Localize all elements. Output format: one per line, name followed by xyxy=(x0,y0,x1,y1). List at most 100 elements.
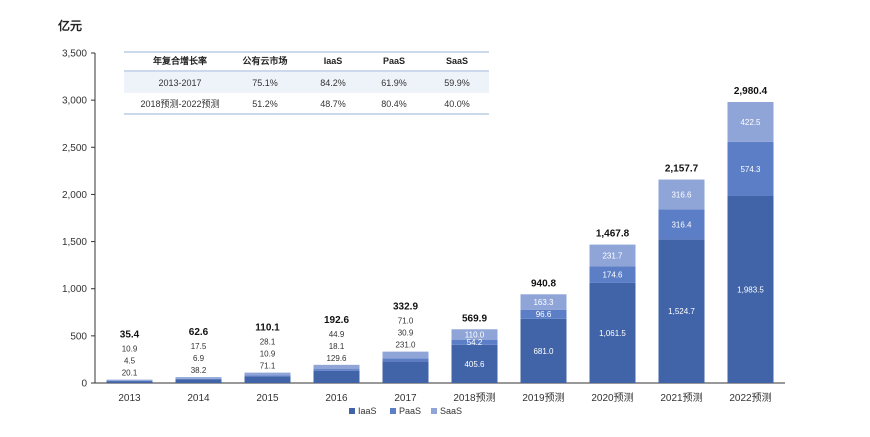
y-tick-label: 1,500 xyxy=(62,237,87,248)
bar-segment-saas xyxy=(382,351,429,359)
bar-segment-paas xyxy=(382,358,429,362)
table-cell: 51.2% xyxy=(252,99,278,109)
segment-label: 30.9 xyxy=(398,329,414,338)
y-tick-label: 2,000 xyxy=(62,190,87,201)
bar-segment-saas xyxy=(175,377,222,379)
table-cell: 48.7% xyxy=(320,99,346,109)
y-tick-label: 3,000 xyxy=(62,96,87,107)
bar-segment-iaas xyxy=(658,239,705,383)
segment-label: 44.9 xyxy=(329,330,345,339)
x-tick-label: 2015 xyxy=(256,393,279,404)
y-tick-label: 2,500 xyxy=(62,143,87,154)
bar-segment-paas xyxy=(313,369,360,371)
x-tick-label: 2013 xyxy=(118,393,141,404)
table-header-cell: 年复合增长率 xyxy=(153,55,207,66)
bar-segment-iaas xyxy=(313,370,360,383)
segment-label: 71.0 xyxy=(398,317,414,326)
table-cell: 2018预测-2022预测 xyxy=(140,99,219,109)
segment-label: 4.5 xyxy=(124,357,136,366)
segment-label: 10.9 xyxy=(122,345,138,354)
total-label: 192.6 xyxy=(324,315,349,326)
segment-label: 231.7 xyxy=(602,252,623,261)
table-cell: 40.0% xyxy=(444,99,470,109)
segment-label: 1,983.5 xyxy=(737,285,764,294)
total-label: 35.4 xyxy=(120,330,140,341)
segment-label: 681.0 xyxy=(533,347,554,356)
legend-swatch xyxy=(431,408,437,414)
table-cell: 59.9% xyxy=(444,78,470,88)
bar-segment-iaas xyxy=(175,379,222,383)
y-tick-label: 500 xyxy=(70,331,87,342)
table-cell: 75.1% xyxy=(252,78,278,88)
table-header-cell: IaaS xyxy=(324,56,343,66)
segment-label: 10.9 xyxy=(260,350,276,359)
bar-segment-paas xyxy=(727,141,774,196)
total-label: 2,980.4 xyxy=(734,86,768,97)
segment-label: 316.4 xyxy=(671,220,692,229)
segment-label: 28.1 xyxy=(260,338,276,347)
x-tick-label: 2022预测 xyxy=(729,391,771,404)
table-header-cell: PaaS xyxy=(383,56,405,66)
bars: 20.1 4.5 10.9 35.4 38.2 6.9 17.5 62.6 71.1 10.9 28… xyxy=(106,86,774,383)
bar-segment-iaas xyxy=(727,195,774,383)
bar-segment-saas xyxy=(589,244,636,267)
segment-label: 174.6 xyxy=(602,271,623,280)
segment-label: 110.0 xyxy=(465,330,485,339)
bar-segment-paas xyxy=(589,266,636,283)
legend-label: SaaS xyxy=(440,406,462,416)
segment-label: 422.5 xyxy=(740,118,761,127)
legend-swatch xyxy=(390,408,396,414)
bar-segment-paas xyxy=(175,378,222,380)
total-label: 110.1 xyxy=(255,323,280,334)
table-header-cell: 公有云市场 xyxy=(242,55,287,66)
segment-label: 54.2 xyxy=(467,338,483,347)
bar-segment-saas xyxy=(106,379,153,381)
legend: IaaS PaaS SaaS xyxy=(349,406,462,416)
bar-segment-paas xyxy=(106,380,153,382)
segment-label: 1,524.7 xyxy=(668,307,695,316)
segment-label: 18.1 xyxy=(329,342,345,351)
segment-label: 17.5 xyxy=(191,342,207,351)
total-label: 332.9 xyxy=(393,302,418,313)
legend-label: IaaS xyxy=(358,406,377,416)
segment-label: 574.3 xyxy=(740,165,761,174)
cagr-table: 年复合增长率 公有云市场 IaaS PaaS SaaS 2013-2017 75.1% 84.… xyxy=(124,51,489,115)
segment-label: 1,061.5 xyxy=(599,329,626,338)
bar-segment-saas xyxy=(520,294,567,310)
table-cell: 61.9% xyxy=(381,78,407,88)
segment-label: 316.6 xyxy=(671,190,692,199)
y-tick-label: 1,000 xyxy=(62,284,87,295)
bar-segment-paas xyxy=(244,375,291,377)
bar-segment-iaas xyxy=(382,361,429,383)
segment-label: 20.1 xyxy=(122,369,138,378)
total-label: 569.9 xyxy=(462,313,487,324)
table-cell: 84.2% xyxy=(320,78,346,88)
total-label: 940.8 xyxy=(531,278,556,289)
bar-segment-saas xyxy=(451,329,498,340)
x-tick-label: 2020预测 xyxy=(591,391,633,404)
bar-segment-iaas xyxy=(451,344,498,383)
x-tick-label: 2019预测 xyxy=(522,391,564,404)
table-cell: 2013-2017 xyxy=(158,78,201,88)
legend-swatch xyxy=(349,408,355,414)
segment-label: 71.1 xyxy=(260,362,276,371)
bar-segment-saas xyxy=(727,102,774,142)
segment-label: 163.3 xyxy=(533,298,554,307)
bar-segment-paas xyxy=(658,209,705,240)
bar-segment-iaas xyxy=(244,376,291,383)
segment-label: 38.2 xyxy=(191,366,207,375)
total-label: 1,467.8 xyxy=(596,229,630,240)
total-label: 2,157.7 xyxy=(665,164,699,175)
y-tick-label: 0 xyxy=(81,379,87,390)
x-tick-label: 2021预测 xyxy=(660,391,702,404)
y-unit-label: 亿元 xyxy=(58,18,82,33)
x-tick-label: 2016 xyxy=(325,393,348,404)
bar-segment-saas xyxy=(313,364,360,370)
segment-label: 231.0 xyxy=(395,341,416,350)
x-axis: 2013 2014 2015 2016 2017 2018预测 2019预测 2020预测 20… xyxy=(95,382,785,404)
segment-label: 405.6 xyxy=(464,360,485,369)
bar-segment-saas xyxy=(658,179,705,210)
x-tick-label: 2018预测 xyxy=(453,391,495,404)
y-axis: 0 500 1,000 1,500 2,000 2,500 3,000 3,500 xyxy=(62,49,96,390)
